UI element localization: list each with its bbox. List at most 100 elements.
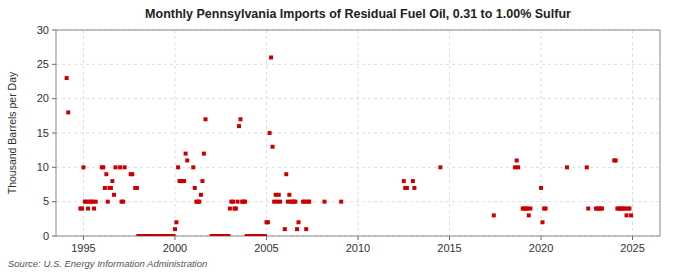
point xyxy=(118,165,122,169)
point xyxy=(539,186,543,190)
point xyxy=(515,158,519,162)
y-axis-label: Thousand Barrels per Day xyxy=(6,71,18,194)
point xyxy=(236,200,240,204)
point xyxy=(121,200,125,204)
point xyxy=(411,179,415,183)
point xyxy=(339,200,343,204)
point xyxy=(66,110,70,114)
point xyxy=(112,193,116,197)
point xyxy=(278,200,282,204)
tick-label-y: 15 xyxy=(37,127,49,139)
point xyxy=(106,200,110,204)
point xyxy=(172,234,176,236)
points xyxy=(65,55,633,236)
point xyxy=(528,207,532,211)
point xyxy=(544,207,548,211)
point xyxy=(283,227,287,231)
tick-label-x: 2020 xyxy=(529,242,553,254)
point xyxy=(284,172,288,176)
title: Monthly Pennsylvania Imports of Residual… xyxy=(145,7,571,21)
tick-x xyxy=(449,236,450,240)
point xyxy=(266,220,270,224)
tick-y xyxy=(52,236,56,237)
point xyxy=(123,165,127,169)
point xyxy=(585,165,589,169)
point xyxy=(204,117,208,121)
tick-label-y: 10 xyxy=(37,161,49,173)
tick-x xyxy=(174,236,175,240)
grid-line-y xyxy=(56,64,660,65)
point xyxy=(277,193,281,197)
tick-y xyxy=(52,133,56,134)
point xyxy=(412,186,416,190)
tick-y xyxy=(52,64,56,65)
point xyxy=(295,227,299,231)
grid-line-x xyxy=(174,30,175,236)
point xyxy=(176,165,180,169)
point xyxy=(191,165,195,169)
point xyxy=(113,165,117,169)
tick-y xyxy=(52,30,56,31)
point xyxy=(438,165,442,169)
grid-line-x xyxy=(449,30,450,236)
grid xyxy=(56,30,660,236)
point xyxy=(197,200,201,204)
point xyxy=(625,213,629,217)
grid-line-x xyxy=(83,30,84,236)
point xyxy=(516,165,520,169)
tick-x xyxy=(632,236,633,240)
point xyxy=(130,172,134,176)
tick-label-x: 2015 xyxy=(437,242,461,254)
point xyxy=(81,165,85,169)
tick-label-y: 5 xyxy=(43,195,49,207)
point xyxy=(323,200,327,204)
point xyxy=(492,213,496,217)
point xyxy=(234,207,238,211)
point xyxy=(627,207,631,211)
tick-label-x: 1995 xyxy=(71,242,95,254)
tick-label-y: 30 xyxy=(37,24,49,36)
tick-label-x: 2005 xyxy=(254,242,278,254)
tick-label-x: 2025 xyxy=(620,242,644,254)
point xyxy=(629,213,633,217)
point xyxy=(287,193,291,197)
point xyxy=(173,227,177,231)
source-note: Source: U.S. Energy Information Administ… xyxy=(8,258,207,269)
point xyxy=(199,193,203,197)
axes: 0510152025301995200020052010201520202025 xyxy=(37,24,660,255)
point xyxy=(202,152,206,156)
point xyxy=(200,179,204,183)
plot-area xyxy=(56,30,660,236)
point xyxy=(614,158,618,162)
point xyxy=(540,220,544,224)
tick-y xyxy=(52,201,56,202)
plot-frame xyxy=(56,30,660,236)
point xyxy=(174,220,178,224)
point xyxy=(104,172,108,176)
point xyxy=(237,124,241,128)
grid-line-x xyxy=(632,30,633,236)
point xyxy=(565,165,569,169)
grid-line-x xyxy=(266,30,267,236)
tick-label-x: 2010 xyxy=(346,242,370,254)
point xyxy=(304,227,308,231)
point xyxy=(405,186,409,190)
point xyxy=(231,200,235,204)
tick-x xyxy=(541,236,542,240)
grid-line-y xyxy=(56,201,660,202)
tick-y xyxy=(52,98,56,99)
point xyxy=(271,145,275,149)
tick-label-y: 25 xyxy=(37,58,49,70)
point xyxy=(182,179,186,183)
point xyxy=(103,186,107,190)
point xyxy=(293,200,297,204)
grid-line-y xyxy=(56,167,660,168)
point xyxy=(238,117,242,121)
point xyxy=(228,207,232,211)
point xyxy=(110,179,114,183)
point xyxy=(86,207,90,211)
tick-label-y: 0 xyxy=(43,230,49,242)
point xyxy=(135,186,139,190)
point xyxy=(193,186,197,190)
point xyxy=(185,158,189,162)
